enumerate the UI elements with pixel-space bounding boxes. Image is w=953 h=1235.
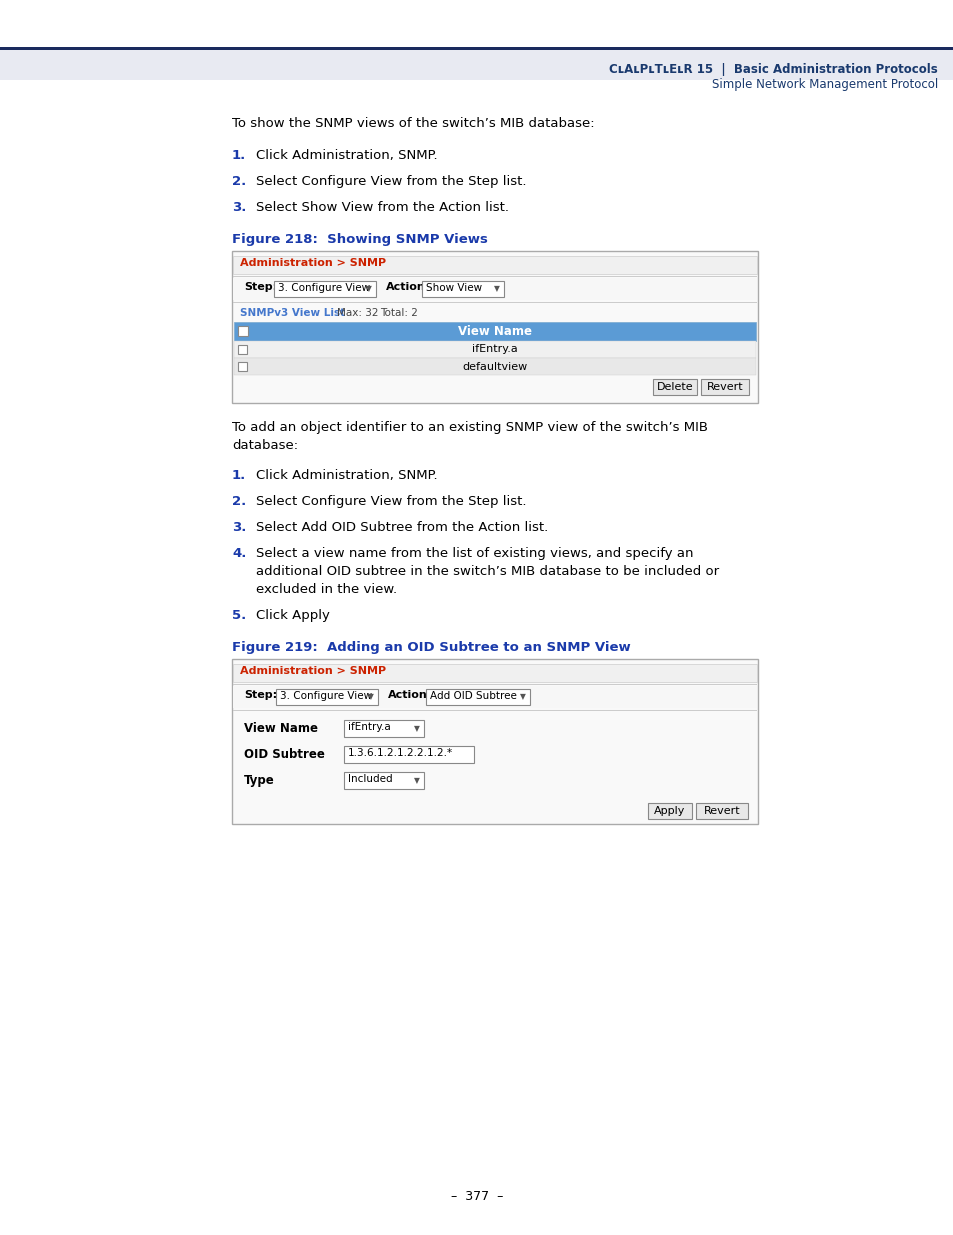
Text: Delete: Delete [656, 382, 693, 391]
Text: Action:: Action: [386, 282, 430, 291]
Bar [275, 689, 377, 705]
Text: Add OID Subtree: Add OID Subtree [430, 692, 517, 701]
Bar [233, 358, 755, 375]
Text: 1.: 1. [232, 149, 246, 162]
Bar [233, 322, 755, 341]
Text: 1.: 1. [232, 469, 246, 482]
Text: Revert: Revert [703, 806, 740, 816]
Bar [0, 0, 953, 47]
Text: Apply: Apply [654, 806, 685, 816]
Bar [232, 251, 758, 403]
Text: Total: 2: Total: 2 [379, 308, 417, 317]
Bar [426, 689, 530, 705]
Bar [233, 664, 757, 682]
Bar [344, 720, 423, 737]
Text: Show View: Show View [426, 283, 481, 293]
Text: Select a view name from the list of existing views, and specify an: Select a view name from the list of exis… [255, 547, 693, 559]
Text: Click Apply: Click Apply [255, 609, 330, 622]
Text: View Name: View Name [457, 325, 532, 338]
Text: excluded in the view.: excluded in the view. [255, 583, 396, 597]
Bar [237, 326, 248, 336]
Text: Select Configure View from the Step list.: Select Configure View from the Step list… [255, 175, 526, 188]
Text: 5.: 5. [232, 609, 246, 622]
Text: Administration > SNMP: Administration > SNMP [240, 258, 386, 268]
Text: database:: database: [232, 438, 297, 452]
Bar [344, 772, 423, 789]
Text: 3. Configure View: 3. Configure View [280, 692, 372, 701]
Text: 4.: 4. [232, 547, 246, 559]
Text: Select Add OID Subtree from the Action list.: Select Add OID Subtree from the Action l… [255, 521, 548, 534]
Text: Administration > SNMP: Administration > SNMP [240, 666, 386, 676]
Bar [0, 0, 953, 80]
Text: OID Subtree: OID Subtree [244, 748, 325, 761]
Text: ifEntry.a: ifEntry.a [472, 345, 517, 354]
Text: View Name: View Name [244, 722, 317, 735]
Text: Included: Included [348, 774, 393, 784]
Bar [700, 379, 748, 395]
Text: To add an object identifier to an existing SNMP view of the switch’s MIB: To add an object identifier to an existi… [232, 421, 707, 433]
Text: Action:: Action: [388, 690, 432, 700]
Bar [233, 278, 757, 300]
Text: Step:: Step: [244, 690, 276, 700]
Bar [274, 282, 375, 296]
Text: Figure 219:  Adding an OID Subtree to an SNMP View: Figure 219: Adding an OID Subtree to an … [232, 641, 630, 655]
Bar [696, 803, 747, 819]
Text: ▼: ▼ [494, 284, 499, 294]
Text: 3.: 3. [232, 521, 246, 534]
Bar [233, 341, 755, 358]
Text: Figure 218:  Showing SNMP Views: Figure 218: Showing SNMP Views [232, 233, 487, 246]
Text: ▼: ▼ [414, 776, 419, 785]
Text: Max: 32: Max: 32 [336, 308, 378, 317]
Text: 2.: 2. [232, 495, 246, 508]
Bar [647, 803, 691, 819]
Bar [233, 256, 757, 274]
Text: Click Administration, SNMP.: Click Administration, SNMP. [255, 149, 437, 162]
Text: Type: Type [244, 774, 274, 787]
Text: Step:: Step: [244, 282, 276, 291]
Bar [232, 659, 758, 824]
Text: 3. Configure View: 3. Configure View [277, 283, 370, 293]
Bar [652, 379, 697, 395]
Text: Simple Network Management Protocol: Simple Network Management Protocol [711, 78, 937, 91]
Text: ▼: ▼ [519, 693, 525, 701]
Text: ▼: ▼ [368, 693, 374, 701]
Text: 1.3.6.1.2.1.2.2.1.2.*: 1.3.6.1.2.1.2.2.1.2.* [348, 748, 453, 758]
Text: SNMPv3 View List: SNMPv3 View List [240, 308, 345, 317]
Bar [237, 362, 247, 370]
Bar [421, 282, 503, 296]
Bar [0, 47, 953, 49]
Text: To show the SNMP views of the switch’s MIB database:: To show the SNMP views of the switch’s M… [232, 117, 594, 130]
Text: Revert: Revert [706, 382, 742, 391]
Text: 2.: 2. [232, 175, 246, 188]
Text: ▼: ▼ [366, 284, 372, 294]
Bar [237, 345, 247, 354]
Text: Click Administration, SNMP.: Click Administration, SNMP. [255, 469, 437, 482]
Text: CʟAʟPʟTʟEʟR 15  |  Basic Administration Protocols: CʟAʟPʟTʟEʟR 15 | Basic Administration Pr… [609, 63, 937, 77]
Bar [344, 746, 474, 763]
Text: Select Show View from the Action list.: Select Show View from the Action list. [255, 201, 509, 214]
Text: ▼: ▼ [414, 724, 419, 734]
Text: ifEntry.a: ifEntry.a [348, 722, 391, 732]
Text: Select Configure View from the Step list.: Select Configure View from the Step list… [255, 495, 526, 508]
Text: additional OID subtree in the switch’s MIB database to be included or: additional OID subtree in the switch’s M… [255, 564, 719, 578]
Bar [233, 685, 757, 708]
Text: defaultview: defaultview [462, 362, 527, 372]
Text: –  377  –: – 377 – [451, 1191, 502, 1203]
Text: 3.: 3. [232, 201, 246, 214]
